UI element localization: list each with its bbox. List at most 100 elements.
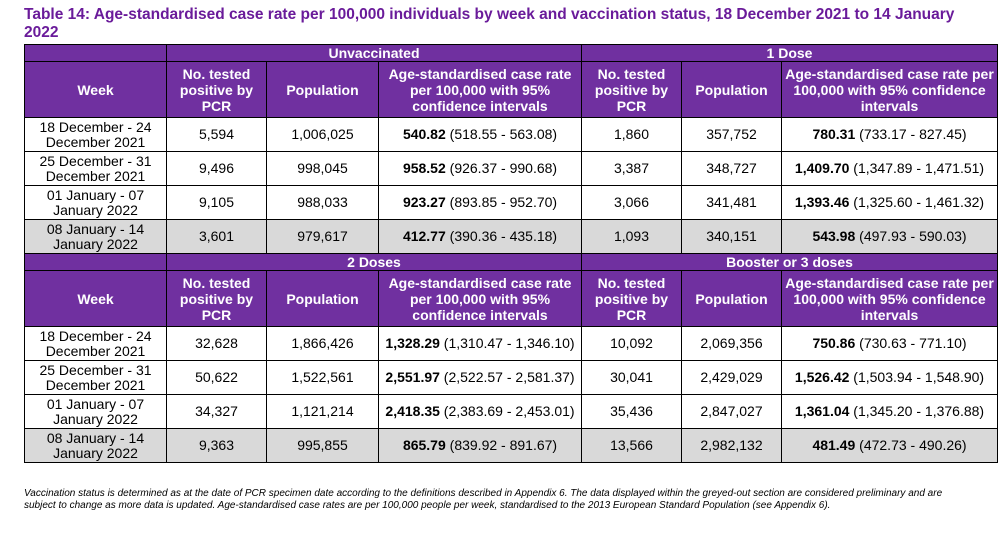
confidence-interval: (926.37 - 990.68): [445, 160, 558, 176]
rate-value: 923.27: [402, 194, 446, 210]
population-cell: 340,151: [681, 219, 782, 254]
column-header-row: Week No. tested positive by PCR Population…: [24, 270, 999, 327]
population-cell: 2,982,132: [681, 428, 782, 463]
table-title: Table 14: Age-standardised case rate per…: [24, 6, 955, 41]
rate-cell: 958.52 (926.37 - 990.68): [378, 151, 582, 186]
rate-value: 1,361.04: [794, 403, 850, 419]
tested-cell: 9,105: [166, 185, 267, 220]
confidence-interval: (2,522.57 - 2,581.37): [439, 369, 575, 385]
case-rate-table: Unvaccinated 1 Dose Week No. tested positiv…: [24, 44, 999, 463]
tested-cell: 3,066: [581, 185, 682, 220]
population-cell: 1,121,214: [266, 394, 379, 429]
tested-cell: 9,496: [166, 151, 267, 186]
week-cell: 18 December - 24 December 2021: [24, 117, 167, 152]
confidence-interval: (839.92 - 891.67): [445, 437, 558, 453]
col-left-population: Population: [266, 270, 379, 327]
population-cell: 979,617: [266, 219, 379, 254]
rate-value: 958.52: [402, 160, 446, 176]
rate-cell: 1,328.29 (1,310.47 - 1,346.10): [378, 326, 582, 361]
confidence-interval: (1,503.94 - 1,548.90): [849, 369, 985, 385]
group-spacer: [24, 44, 167, 62]
confidence-interval: (472.73 - 490.26): [855, 437, 967, 453]
confidence-interval: (733.17 - 827.45): [855, 126, 967, 142]
rate-value: 412.77: [402, 228, 446, 244]
rate-value: 2,418.35: [385, 403, 440, 419]
population-cell: 995,855: [266, 428, 379, 463]
col-right-population: Population: [681, 61, 782, 118]
week-cell: 08 January - 14 January 2022: [24, 219, 167, 254]
confidence-interval: (730.63 - 771.10): [855, 335, 967, 351]
rate-cell: 750.86 (730.63 - 771.10): [780, 326, 999, 361]
tested-cell: 9,363: [166, 428, 267, 463]
table-row: 08 January - 14 January 2022 3,601 979,617…: [24, 219, 999, 254]
week-cell: 25 December - 31 December 2021: [24, 151, 167, 186]
population-cell: 2,429,029: [681, 360, 782, 395]
rate-value: 2,551.97: [385, 369, 440, 385]
col-left-tested: No. tested positive by PCR: [166, 61, 267, 118]
confidence-interval: (518.55 - 563.08): [445, 126, 558, 142]
col-right-rate: Age-standardised case rate per 100,000 w…: [780, 270, 999, 327]
confidence-interval: (893.85 - 952.70): [445, 194, 558, 210]
rate-cell: 412.77 (390.36 - 435.18): [378, 219, 582, 254]
tested-cell: 3,601: [166, 219, 267, 254]
tested-cell: 1,860: [581, 117, 682, 152]
col-left-tested: No. tested positive by PCR: [166, 270, 267, 327]
rate-value: 1,393.46: [794, 194, 850, 210]
population-cell: 988,033: [266, 185, 379, 220]
rate-value: 1,526.42: [794, 369, 850, 385]
confidence-interval: (390.36 - 435.18): [445, 228, 558, 244]
population-cell: 1,866,426: [266, 326, 379, 361]
group-right: 1 Dose: [580, 44, 999, 62]
tested-cell: 35,436: [581, 394, 682, 429]
population-cell: 341,481: [681, 185, 782, 220]
week-cell: 01 January - 07 January 2022: [24, 394, 167, 429]
population-cell: 1,006,025: [266, 117, 379, 152]
population-cell: 357,752: [681, 117, 782, 152]
population-cell: 1,522,561: [266, 360, 379, 395]
rate-cell: 481.49 (472.73 - 490.26): [780, 428, 999, 463]
col-week: Week: [24, 61, 167, 118]
rate-value: 780.31: [812, 126, 856, 142]
confidence-interval: (1,325.60 - 1,461.32): [849, 194, 985, 210]
group-right: Booster or 3 doses: [580, 253, 999, 271]
rate-cell: 1,409.70 (1,347.89 - 1,471.51): [780, 151, 999, 186]
rate-cell: 540.82 (518.55 - 563.08): [378, 117, 582, 152]
rate-cell: 923.27 (893.85 - 952.70): [378, 185, 582, 220]
tested-cell: 10,092: [581, 326, 682, 361]
confidence-interval: (2,383.69 - 2,453.01): [439, 403, 575, 419]
tested-cell: 30,041: [581, 360, 682, 395]
population-cell: 998,045: [266, 151, 379, 186]
group-left: 2 Doses: [166, 253, 582, 271]
rate-value: 750.86: [812, 335, 856, 351]
col-right-population: Population: [681, 270, 782, 327]
tested-cell: 1,093: [581, 219, 682, 254]
confidence-interval: (497.93 - 590.03): [855, 228, 967, 244]
week-cell: 25 December - 31 December 2021: [24, 360, 167, 395]
rate-value: 865.79: [402, 437, 446, 453]
rate-value: 481.49: [812, 437, 856, 453]
confidence-interval: (1,310.47 - 1,346.10): [439, 335, 575, 351]
population-cell: 348,727: [681, 151, 782, 186]
column-header-row: Week No. tested positive by PCR Population…: [24, 61, 999, 118]
col-right-rate: Age-standardised case rate per 100,000 w…: [780, 61, 999, 118]
col-left-rate: Age-standardised case rate per 100,000 w…: [378, 61, 582, 118]
table-row: 08 January - 14 January 2022 9,363 995,855…: [24, 428, 999, 463]
table-row: 01 January - 07 January 2022 34,327 1,121,…: [24, 394, 999, 429]
tested-cell: 32,628: [166, 326, 267, 361]
rate-cell: 1,526.42 (1,503.94 - 1,548.90): [780, 360, 999, 395]
population-cell: 2,847,027: [681, 394, 782, 429]
rate-value: 1,409.70: [794, 160, 850, 176]
col-left-rate: Age-standardised case rate per 100,000 w…: [378, 270, 582, 327]
confidence-interval: (1,345.20 - 1,376.88): [849, 403, 985, 419]
table-row: 25 December - 31 December 2021 9,496 998,0…: [24, 151, 999, 186]
footnote: Vaccination status is determined as at t…: [24, 488, 943, 511]
group-left: Unvaccinated: [166, 44, 582, 62]
population-cell: 2,069,356: [681, 326, 782, 361]
table-row: 25 December - 31 December 2021 50,622 1,52…: [24, 360, 999, 395]
rate-cell: 543.98 (497.93 - 590.03): [780, 219, 999, 254]
rate-value: 543.98: [812, 228, 856, 244]
rate-cell: 1,361.04 (1,345.20 - 1,376.88): [780, 394, 999, 429]
group-header-row: Unvaccinated 1 Dose: [24, 44, 999, 62]
tested-cell: 5,594: [166, 117, 267, 152]
table-row: 18 December - 24 December 2021 5,594 1,006…: [24, 117, 999, 152]
